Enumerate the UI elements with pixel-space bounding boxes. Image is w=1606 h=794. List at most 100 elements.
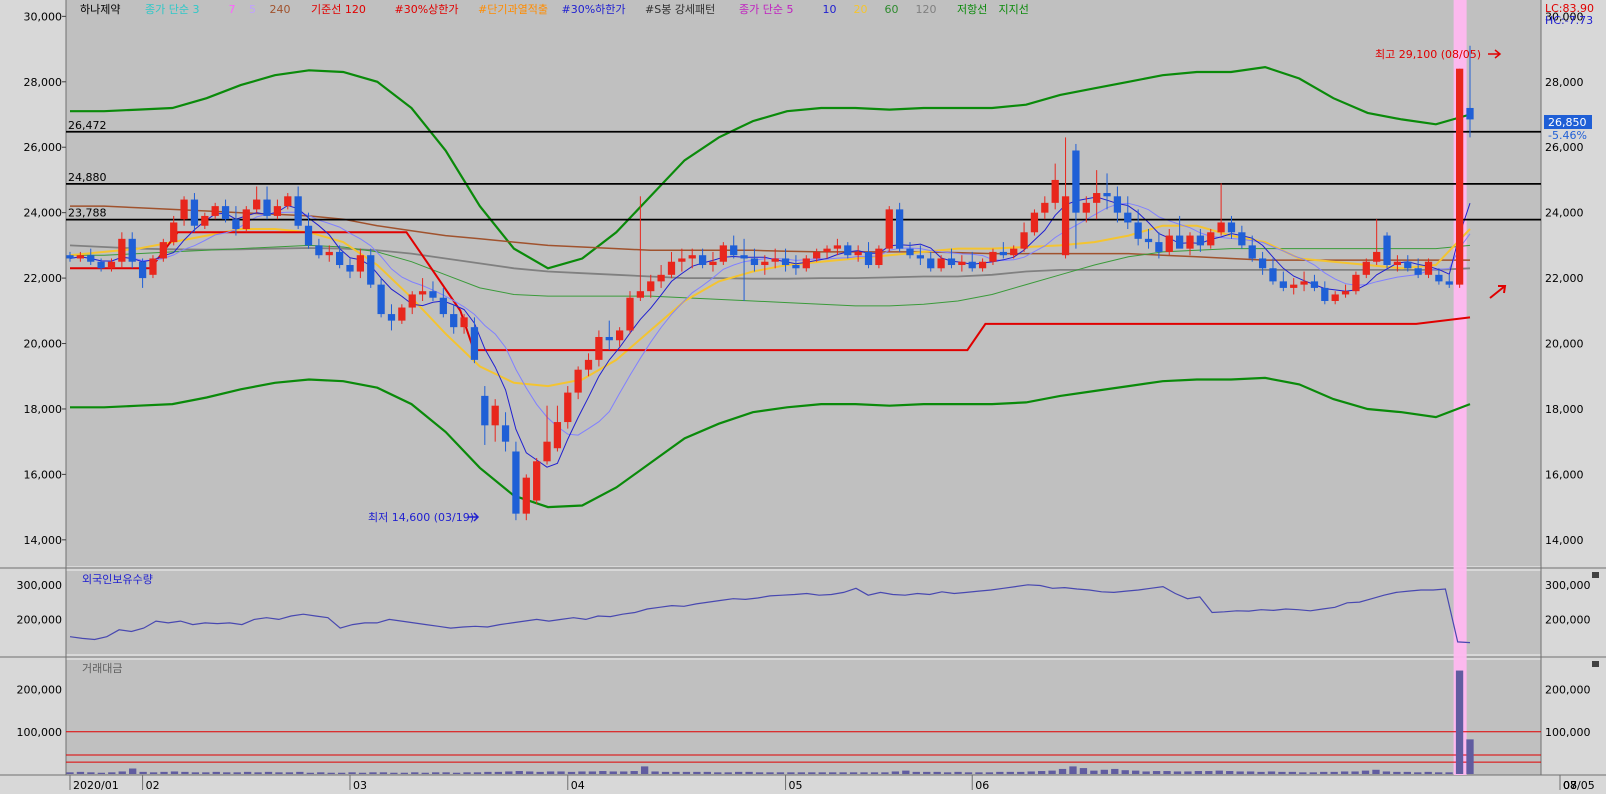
candle-body [356,255,364,272]
volume-bar [745,771,753,774]
price-panel[interactable] [66,0,1541,566]
volume-bar [76,771,85,774]
trading-value-panel[interactable] [66,660,1541,775]
candle [885,206,893,252]
candle [439,287,447,318]
current-price-value: 26,850 [1548,116,1587,129]
candle [190,193,199,233]
candle [999,242,1007,259]
volume-bar [400,772,408,774]
candle [273,199,282,220]
price-ytick-label: 28,000 [24,76,63,89]
candle [1124,196,1132,230]
candle [823,245,831,259]
volume-bar [484,771,492,774]
candle [626,291,634,334]
candle [418,278,427,301]
candle [149,255,157,279]
volume-bar [891,771,900,774]
candle-body [605,336,613,341]
volume-bar [1226,771,1234,774]
candle [325,245,333,262]
candle [730,235,738,259]
volume-bar [787,772,795,774]
candle-body [1134,222,1142,239]
candle-body [823,248,831,252]
volume-bar [860,772,868,774]
price-ytick-label: 14,000 [24,534,63,547]
candle-body [854,251,862,256]
candle-body [937,258,945,269]
volume-bar [505,771,513,774]
candle [947,248,956,269]
volume-bar [369,772,377,774]
signal-arrow-icon [1489,285,1507,299]
foreign-ytick-label-right: 200,000 [1545,613,1591,626]
candle [1466,45,1474,138]
candle-body [1217,222,1225,233]
candle [761,255,769,275]
panel-minimize-icon[interactable] [1592,661,1599,667]
candle [501,412,510,452]
candle [315,238,323,259]
volume-bar [526,771,534,774]
candle-body [771,258,779,262]
volume-bar [306,772,314,774]
volume-bar [118,771,126,774]
candle-body [481,395,489,426]
volume-bar [1372,769,1380,774]
candle-body [450,314,458,328]
volume-bar [902,770,910,774]
panel-minimize-icon[interactable] [1592,572,1599,578]
candle-body [1269,268,1277,282]
candle-body [1362,261,1370,275]
candle-body [1176,235,1184,249]
candle-body [781,258,790,266]
candle-body [802,258,810,269]
candle-body [595,336,603,360]
volume-bar [160,771,168,774]
volume-bar [1006,771,1014,774]
volume-bar [139,771,147,774]
candle-body [1093,193,1101,203]
volume-bar [233,772,241,774]
volume-bar [640,766,649,774]
candle-body [429,291,437,298]
candle-body [1155,242,1163,252]
legend-item: #S봉 강세패턴 [645,3,715,16]
volume-bar [275,772,283,774]
candle-body [1165,235,1173,252]
candle [294,186,302,230]
candle-body [1238,232,1246,246]
volume-bar [170,771,179,774]
x-tick-label: 06 [975,779,989,792]
volume-bar [557,771,565,774]
volume-bar [808,772,816,774]
candle-body [616,330,624,341]
candle [1103,173,1111,210]
volume-bar [1455,670,1464,774]
candle [1227,215,1236,239]
volume-bar [724,772,732,774]
candle-body [636,291,644,298]
volume-bar [1215,770,1223,774]
volume-bar [254,772,262,774]
candle-body [1248,245,1256,259]
foreign-holding-panel[interactable] [66,571,1541,654]
candle-body [698,255,707,266]
candle [595,330,603,367]
volume-bar [1267,771,1276,774]
volume-bar [630,771,638,774]
candle [636,196,644,301]
candle [875,245,883,269]
candle [170,215,178,246]
volume-bar [1320,771,1328,774]
current-price-tag [1544,115,1592,129]
candle-body [242,209,250,230]
candle [854,245,862,262]
candle [284,193,292,210]
price-ytick-label-right: 14,000 [1545,534,1584,547]
candle-body [76,255,84,259]
candle [1134,209,1142,246]
